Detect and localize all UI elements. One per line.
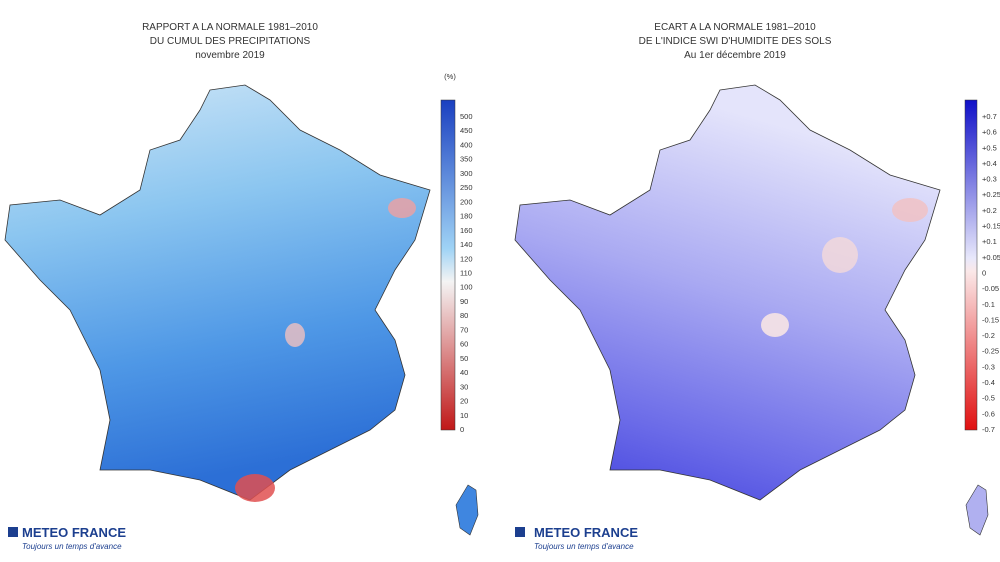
scale-label: +0.3 [982,175,997,184]
scale-label: 200 [460,197,473,206]
scale-label: +0.2 [982,206,997,215]
map-title: DE L'INDICE SWI D'HUMIDITE DES SOLS [639,36,832,47]
slogan: Toujours un temps d'avance [534,542,634,551]
scale-label: -0.6 [982,409,995,418]
scale-label: -0.25 [982,347,999,356]
scale-label: 400 [460,140,473,149]
logo: METEO FRANCE [534,525,638,540]
scale-label: 350 [460,155,473,164]
map-title: ECART A LA NORMALE 1981–2010 [654,22,816,33]
scale-label: 20 [460,397,468,406]
scale-label: 0 [982,268,986,277]
scale-label: 110 [460,268,472,277]
scale-label: +0.1 [982,237,997,246]
map-title: RAPPORT A LA NORMALE 1981–2010 [142,22,318,33]
scale-label: 250 [460,183,473,192]
scale-label: 140 [460,240,473,249]
scale-label: -0.5 [982,394,995,403]
slogan: Toujours un temps d'avance [22,542,122,551]
scale-label: 500 [460,112,473,121]
scale-label: 450 [460,126,473,135]
scale-label: +0.05 [982,253,1000,262]
logo: METEO FRANCE [22,525,126,540]
scale-label: +0.25 [982,190,1000,199]
scale-unit: (%) [444,72,456,81]
scale-label: +0.7 [982,112,997,121]
map-title: DU CUMUL DES PRECIPITATIONS [150,36,311,47]
scale-label: +0.4 [982,159,997,168]
scale-label: 10 [460,411,468,420]
scale-label: -0.3 [982,362,995,371]
scale-label: -0.2 [982,331,995,340]
scale-label: 60 [460,340,468,349]
map-title: novembre 2019 [195,50,265,61]
scale-label: +0.6 [982,128,997,137]
scale-label: -0.1 [982,300,995,309]
scale-label: 70 [460,325,468,334]
scale-label: -0.7 [982,425,995,434]
map-title: Au 1er décembre 2019 [684,50,786,61]
scale-label: 160 [460,226,473,235]
scale-label: 120 [460,254,473,263]
scale-label: +0.5 [982,143,997,152]
scale-label: 100 [460,283,473,292]
scale-label: 30 [460,382,468,391]
scale-label: +0.15 [982,222,1000,231]
scale-label: 300 [460,169,473,178]
precipitation-map: RAPPORT A LA NORMALE 1981–2010 DU CUMUL D… [4,22,479,551]
scale-label: 0 [460,425,464,434]
scale-label: 90 [460,297,468,306]
scale-label: 180 [460,212,473,221]
scale-label: -0.4 [982,378,995,387]
soil-moisture-map: ECART A LA NORMALE 1981–2010 DE L'INDICE … [514,22,1000,551]
scale-label: 40 [460,368,468,377]
scale-label: 50 [460,354,468,363]
scale-label: -0.15 [982,315,999,324]
scale-label: -0.05 [982,284,999,293]
scale-label: 80 [460,311,468,320]
